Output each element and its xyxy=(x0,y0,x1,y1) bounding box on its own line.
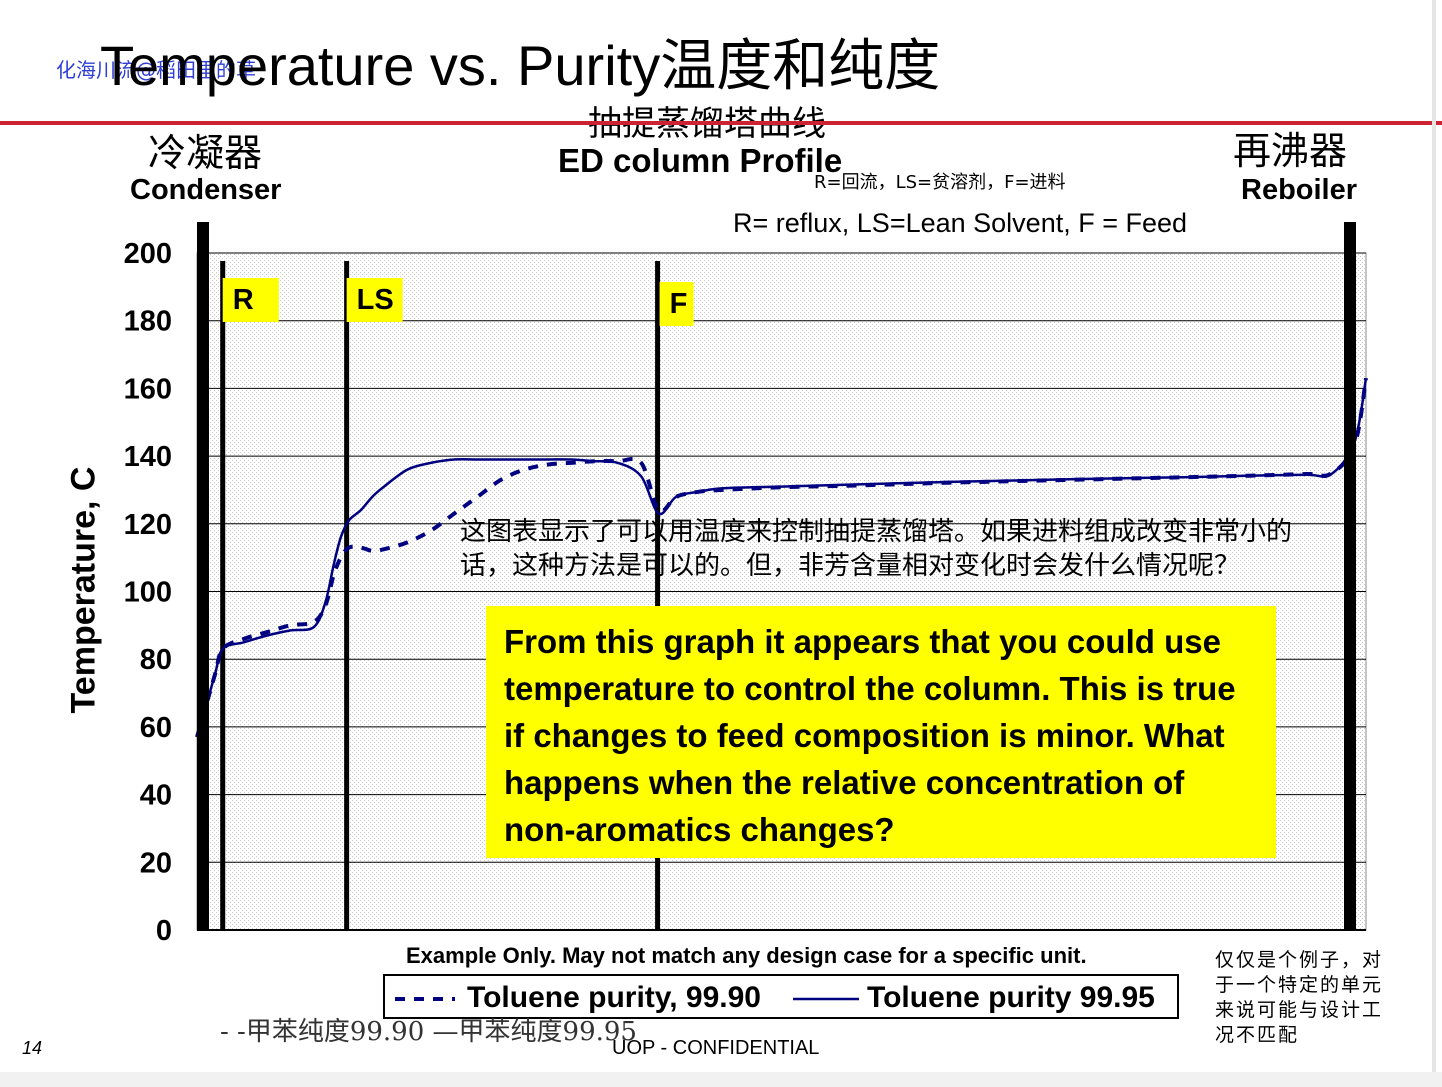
title-divider xyxy=(0,121,1442,125)
confidential-footer: UOP - CONFIDENTIAL xyxy=(612,1037,820,1059)
marker-label-bg xyxy=(659,282,694,326)
reboiler-wall xyxy=(1344,222,1356,930)
condenser-wall xyxy=(197,222,209,930)
y-tick-label: 80 xyxy=(140,644,172,676)
legend-cn: - -甲苯纯度99.90 —甲苯纯度99.95 xyxy=(220,1017,637,1047)
y-tick-label: 120 xyxy=(124,509,172,541)
callout-box: From this graph it appears that you coul… xyxy=(486,606,1276,858)
series-line-toluene-9995 xyxy=(195,377,1368,738)
marker-label-bg xyxy=(346,278,403,322)
legend-entry-9995: Toluene purity 99.95 xyxy=(867,981,1155,1014)
legend-entry-9990: Toluene purity, 99.90 xyxy=(467,981,761,1014)
legend-swatches xyxy=(395,997,859,1001)
side-note-cn: 仅仅是个例子，对于一个特定的单元来说可能与设计工况不匹配 xyxy=(1215,949,1384,1046)
legend: Toluene purity, 99.90 Toluene purity 99.… xyxy=(383,974,1179,1019)
slide-title: Temperature vs. Purity温度和纯度 xyxy=(100,34,941,97)
reboiler-label-cn: 再沸器 xyxy=(1233,129,1348,173)
marker-label-f: F xyxy=(670,288,688,320)
condenser-label-cn: 冷凝器 xyxy=(148,131,263,175)
y-tick-label: 180 xyxy=(124,306,172,338)
page-number: 14 xyxy=(22,1038,43,1058)
example-disclaimer: Example Only. May not match any design c… xyxy=(406,943,1087,968)
slide-edge xyxy=(1432,0,1436,1087)
y-tick-label: 160 xyxy=(124,373,172,405)
marker-label-bg xyxy=(222,278,279,322)
chart-note-cn: 这图表显示了可以用温度来控制抽提蒸馏塔。如果进料组成改变非常小的话，这种方法是可… xyxy=(460,517,1293,581)
chart-title: ED column Profile xyxy=(558,142,843,179)
y-tick-label: 100 xyxy=(124,577,172,609)
abbreviation-note: R= reflux, LS=Lean Solvent, F = Feed xyxy=(733,208,1188,238)
slide-bottom-band xyxy=(0,1072,1442,1087)
watermark: 化海川流@稻田里的草 xyxy=(56,58,256,82)
y-tick-label: 40 xyxy=(140,780,172,812)
marker-label-r: R xyxy=(233,284,254,316)
y-tick-label: 200 xyxy=(124,238,172,270)
reboiler-label: Reboiler xyxy=(1241,174,1358,206)
condenser-label: Condenser xyxy=(130,174,282,206)
y-tick-label: 20 xyxy=(140,847,172,879)
y-tick-label: 140 xyxy=(124,441,172,473)
y-tick-label: 60 xyxy=(140,712,172,744)
marker-label-ls: LS xyxy=(357,284,394,316)
y-tick-label: 0 xyxy=(156,915,172,947)
abbreviation-note-cn: R=回流，LS=贫溶剂，F=进料 xyxy=(814,172,1066,193)
